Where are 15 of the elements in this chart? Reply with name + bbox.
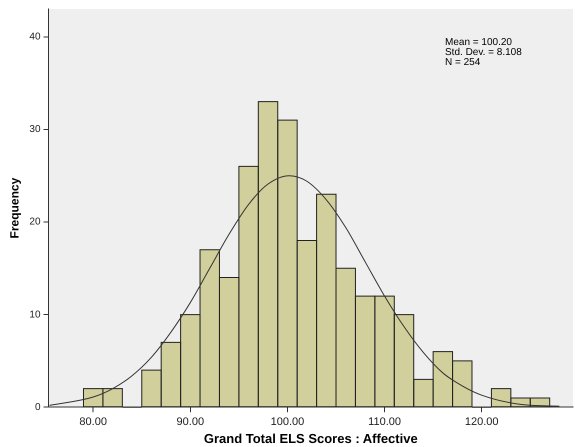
x-tick-label: 90.00 <box>176 416 204 428</box>
x-axis-title: Grand Total ELS Scores : Affective <box>204 430 418 446</box>
x-tick-label: 80.00 <box>79 416 107 428</box>
y-tick-label: 30 <box>29 124 41 136</box>
y-tick-label: 20 <box>29 216 41 228</box>
x-tick-label: 110.00 <box>368 416 401 428</box>
y-tick-label: 40 <box>29 32 41 43</box>
annotation: N = 254 <box>445 56 481 68</box>
y-tick-label: 10 <box>29 309 41 320</box>
x-tick-label: 120.00 <box>464 416 499 428</box>
annotation: Std. Dev. = 8.108 <box>445 46 522 58</box>
y-axis-title: Frequency <box>8 177 22 238</box>
y-tick-label: 0 <box>34 402 41 413</box>
annotation: Mean = 100.20 <box>445 36 512 48</box>
x-tick-label: 100.00 <box>270 416 304 428</box>
